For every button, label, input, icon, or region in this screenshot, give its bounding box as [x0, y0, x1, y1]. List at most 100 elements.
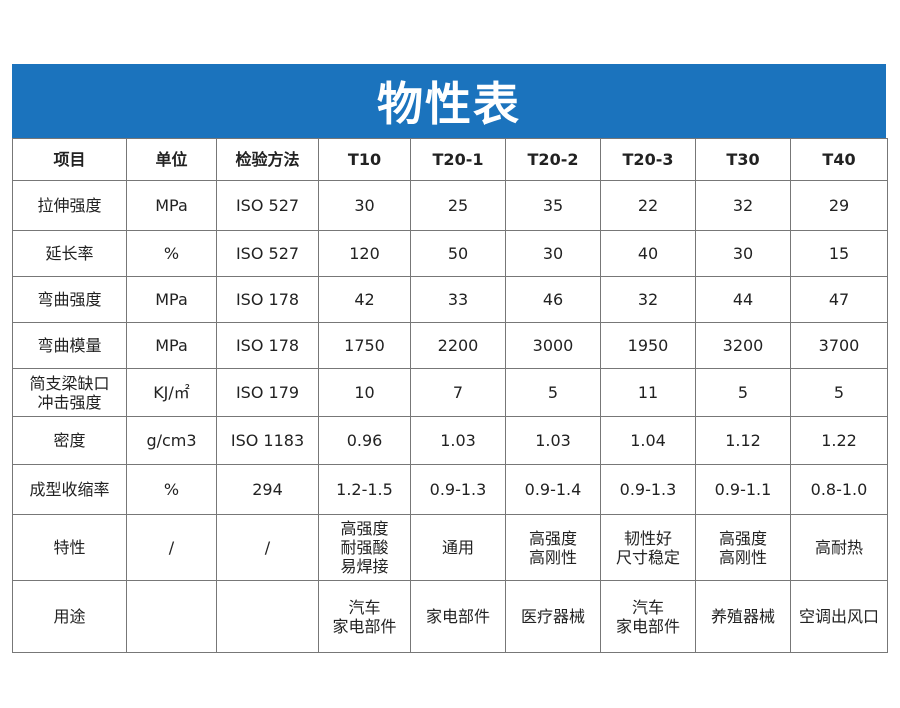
- table-cell: 33: [410, 276, 506, 323]
- table-cell: 46: [505, 276, 601, 323]
- table-cell: 1.12: [695, 416, 791, 465]
- table-cell: 5: [695, 368, 791, 417]
- table-cell: 0.96: [318, 416, 411, 465]
- properties-table: 项目 单位 检验方法 T10 T20-1 T20-2 T20-3 T30 T40 拉伸强度 MPa I…: [12, 138, 888, 653]
- table-cell: 高耐热: [790, 514, 888, 581]
- header-cell: T20-2: [505, 138, 601, 181]
- table-cell: ISO 178: [216, 322, 319, 369]
- table-cell: 10: [318, 368, 411, 417]
- table-cell: 1750: [318, 322, 411, 369]
- table-cell: 1950: [600, 322, 696, 369]
- table-cell: 30: [318, 180, 411, 231]
- table-cell: 1.03: [410, 416, 506, 465]
- table-cell: 0.9-1.4: [505, 464, 601, 515]
- table-cell: MPa: [126, 276, 217, 323]
- table-cell: 35: [505, 180, 601, 231]
- table-cell: 120: [318, 230, 411, 277]
- table-cell: 拉伸强度: [12, 180, 127, 231]
- table-cell: ISO 527: [216, 180, 319, 231]
- table-row: 简支梁缺口 冲击强度 KJ/㎡ ISO 179 10 7 5 11 5 5: [12, 368, 888, 417]
- header-cell: T10: [318, 138, 411, 181]
- table-row: 用途 汽车 家电部件 家电部件 医疗器械 汽车 家电部件 养殖器械 空调出风口: [12, 580, 888, 653]
- table-cell: 弯曲模量: [12, 322, 127, 369]
- table-cell: 50: [410, 230, 506, 277]
- table-cell: 密度: [12, 416, 127, 465]
- table-cell: 0.9-1.3: [600, 464, 696, 515]
- table-cell: 25: [410, 180, 506, 231]
- table-cell: 0.9-1.3: [410, 464, 506, 515]
- table-cell: 7: [410, 368, 506, 417]
- table-cell: 32: [600, 276, 696, 323]
- table-cell: 简支梁缺口 冲击强度: [12, 368, 127, 417]
- table-cell: 32: [695, 180, 791, 231]
- table-row: 成型收缩率% 294 1.2-1.5 0.9-1.3 0.9-1.4 0.9-1.3 0.9…: [12, 464, 888, 515]
- header-cell: T20-3: [600, 138, 696, 181]
- table-cell: g/cm3: [126, 416, 217, 465]
- table-cell: ISO 527: [216, 230, 319, 277]
- table-row: 弯曲强度 MPa ISO 178 42 33 46 32 44 47: [12, 276, 888, 323]
- table-cell: 42: [318, 276, 411, 323]
- table-cell: 30: [695, 230, 791, 277]
- table-cell: 22: [600, 180, 696, 231]
- table-cell: 养殖器械: [695, 580, 791, 653]
- table-cell: 汽车 家电部件: [318, 580, 411, 653]
- header-cell: T30: [695, 138, 791, 181]
- table-cell: ISO 179: [216, 368, 319, 417]
- table-cell: %: [126, 230, 217, 277]
- table-cell: 29: [790, 180, 888, 231]
- header-cell: 单位: [126, 138, 217, 181]
- table-row: 弯曲模量 MPa ISO 178 1750 2200 3000 1950 3200 3700: [12, 322, 888, 369]
- table-cell: 1.04: [600, 416, 696, 465]
- table-cell: 成型收缩率: [12, 464, 127, 515]
- table-cell: 通用: [410, 514, 506, 581]
- header-cell: T40: [790, 138, 888, 181]
- table-cell: 空调出风口: [790, 580, 888, 653]
- table-cell: 30: [505, 230, 601, 277]
- table-cell: 特性: [12, 514, 127, 581]
- table-cell: 5: [505, 368, 601, 417]
- table-row: 密度 g/cm3 ISO 1183 0.96 1.03 1.03 1.04 1.12 1.22: [12, 416, 888, 465]
- table-cell: MPa: [126, 180, 217, 231]
- table-cell: 40: [600, 230, 696, 277]
- table-cell: 0.9-1.1: [695, 464, 791, 515]
- table-cell: 1.03: [505, 416, 601, 465]
- table-cell: 高强度 高刚性: [695, 514, 791, 581]
- table-cell: KJ/㎡: [126, 368, 217, 417]
- table-cell: 294: [216, 464, 319, 515]
- table-cell: /: [216, 514, 319, 581]
- table-row: 特性 / / 高强度 耐强酸 易焊接 通用 高强度 高刚性 韧性好 尺寸稳定 高强度 高刚性高…: [12, 514, 888, 581]
- header-cell: T20-1: [410, 138, 506, 181]
- table-cell: 44: [695, 276, 791, 323]
- table-cell: [216, 580, 319, 653]
- table-cell: 高强度 耐强酸 易焊接: [318, 514, 411, 581]
- table-cell: 47: [790, 276, 888, 323]
- header-cell: 检验方法: [216, 138, 319, 181]
- table-cell: 3700: [790, 322, 888, 369]
- table-cell: 高强度 高刚性: [505, 514, 601, 581]
- table-cell: 韧性好 尺寸稳定: [600, 514, 696, 581]
- table-cell: 1.2-1.5: [318, 464, 411, 515]
- table-cell: 3200: [695, 322, 791, 369]
- table-cell: [126, 580, 217, 653]
- table-cell: ISO 1183: [216, 416, 319, 465]
- table-cell: /: [126, 514, 217, 581]
- table-cell: 3000: [505, 322, 601, 369]
- page-title: 物性表: [12, 64, 886, 138]
- table-cell: 家电部件: [410, 580, 506, 653]
- table-cell: 0.8-1.0: [790, 464, 888, 515]
- table-cell: 1.22: [790, 416, 888, 465]
- table-cell: ISO 178: [216, 276, 319, 323]
- table-cell: 2200: [410, 322, 506, 369]
- table-cell: 延长率: [12, 230, 127, 277]
- table-cell: %: [126, 464, 217, 515]
- table-row: 拉伸强度 MPa ISO 527 30 25 35 22 32 29: [12, 180, 888, 231]
- table-cell: 汽车 家电部件: [600, 580, 696, 653]
- table-cell: 15: [790, 230, 888, 277]
- table-cell: 5: [790, 368, 888, 417]
- table-row: 延长率% ISO 527 120 50 30 40 30 15: [12, 230, 888, 277]
- table-cell: MPa: [126, 322, 217, 369]
- header-row: 项目 单位 检验方法 T10 T20-1 T20-2 T20-3 T30 T40: [12, 138, 888, 181]
- table-cell: 弯曲强度: [12, 276, 127, 323]
- table-cell: 11: [600, 368, 696, 417]
- table-cell: 用途: [12, 580, 127, 653]
